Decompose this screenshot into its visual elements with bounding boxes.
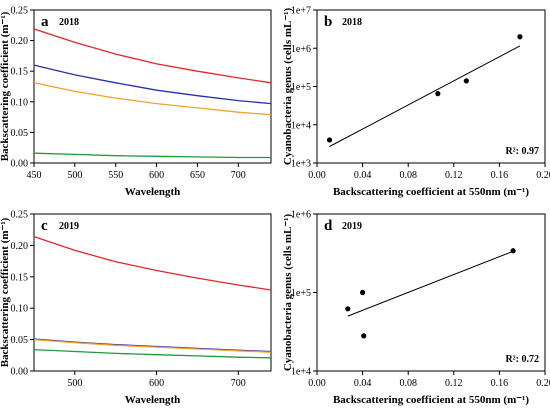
y-tick-label: 0.15: [11, 67, 29, 78]
series-line-2: [33, 82, 272, 116]
plot-frame-c: [33, 213, 272, 372]
series-line-0: [33, 28, 272, 84]
panel-letter: d: [324, 218, 333, 234]
plot-frame-a: [33, 9, 272, 164]
y-tick-label: 1e+5: [291, 82, 311, 93]
panel-year: 2019: [342, 221, 362, 232]
y-tick-label: 1e+6: [291, 44, 311, 55]
x-axis-label: Wavelength: [125, 394, 181, 406]
series-line-1: [33, 64, 272, 105]
y-tick-label: 0.25: [11, 210, 29, 221]
y-tick-label: 0.00: [11, 159, 29, 170]
scatter-point: [326, 137, 333, 143]
panel-year: 2018: [342, 17, 362, 28]
x-tick-label: 0.12: [445, 378, 463, 389]
regression-line: [347, 250, 514, 317]
x-tick-label: 0.20: [536, 170, 550, 181]
y-tick-label: 0.25: [11, 6, 29, 17]
regression-line: [329, 45, 521, 147]
x-tick-label: 0.04: [354, 170, 372, 181]
panel-year: 2019: [59, 221, 79, 232]
x-tick-label: 600: [149, 170, 164, 181]
scatter-point: [360, 289, 366, 296]
r-squared-label: R²: 0.97: [505, 146, 539, 157]
y-tick-label: 1e+3: [291, 159, 311, 170]
scatter-point: [463, 78, 469, 84]
y-tick-label: 1e+4: [291, 120, 311, 131]
x-axis-label: Backscattering coefficient at 550nm (m⁻¹…: [333, 186, 529, 198]
y-tick-label: 0.20: [11, 241, 29, 252]
x-axis-label: Backscattering coefficient at 550nm (m⁻¹…: [333, 394, 529, 406]
x-tick-label: 550: [108, 170, 123, 181]
x-tick-label: 650: [190, 170, 205, 181]
y-tick-label: 1e+7: [291, 6, 311, 17]
series-line-3: [33, 348, 272, 359]
y-axis-label: Cyanobacteria genus (cells mL⁻¹): [282, 8, 294, 166]
x-axis-label: Wavelength: [125, 186, 181, 198]
y-tick-label: 1e+4: [291, 367, 311, 378]
x-tick-label: 500: [67, 378, 82, 389]
scatter-point: [517, 34, 523, 40]
x-tick-label: 0.04: [354, 378, 372, 389]
panel-year: 2018: [59, 17, 79, 28]
series-line-1: [33, 338, 272, 353]
x-tick-label: 0.20: [536, 378, 550, 389]
y-tick-label: 0.05: [11, 128, 29, 139]
scatter-point: [345, 306, 351, 312]
y-tick-label: 0.15: [11, 272, 29, 283]
y-tick-label: 0.20: [11, 36, 29, 47]
x-tick-label: 500: [67, 170, 82, 181]
scatter-point: [435, 91, 441, 97]
y-axis-label: Backscattering coefficient (m⁻¹): [0, 11, 11, 161]
r-squared-label: R²: 0.72: [505, 354, 539, 365]
x-tick-label: 0.08: [399, 170, 417, 181]
y-tick-label: 1e+6: [291, 210, 311, 221]
x-tick-label: 0.16: [491, 170, 509, 181]
x-tick-label: 0.16: [491, 378, 509, 389]
y-tick-label: 0.00: [11, 367, 29, 378]
x-tick-label: 0.12: [445, 170, 463, 181]
panel-letter: b: [324, 14, 332, 30]
y-tick-label: 0.10: [11, 304, 29, 315]
series-line-0: [33, 235, 272, 291]
panel-letter: a: [41, 14, 49, 30]
plot-frame-d: [316, 213, 546, 372]
panel-letter: c: [41, 218, 48, 234]
y-axis-label: Cyanobacteria genus (cells mL⁻¹): [282, 214, 294, 372]
scatter-point: [510, 248, 516, 254]
y-tick-label: 0.10: [11, 97, 29, 108]
x-tick-label: 0.00: [308, 378, 326, 389]
x-tick-label: 600: [149, 378, 164, 389]
scatter-point: [361, 333, 367, 339]
x-tick-label: 450: [27, 170, 42, 181]
y-axis-label: Backscattering coefficient (m⁻¹): [0, 217, 11, 367]
x-tick-label: 700: [231, 378, 246, 389]
plot-frame-b: [316, 9, 546, 164]
series-line-2: [33, 338, 272, 353]
y-tick-label: 0.05: [11, 335, 29, 346]
series-line-3: [33, 152, 271, 159]
y-tick-label: 1e+5: [291, 288, 311, 299]
x-tick-label: 0.00: [308, 170, 326, 181]
x-tick-label: 700: [231, 170, 246, 181]
x-tick-label: 0.08: [399, 378, 417, 389]
